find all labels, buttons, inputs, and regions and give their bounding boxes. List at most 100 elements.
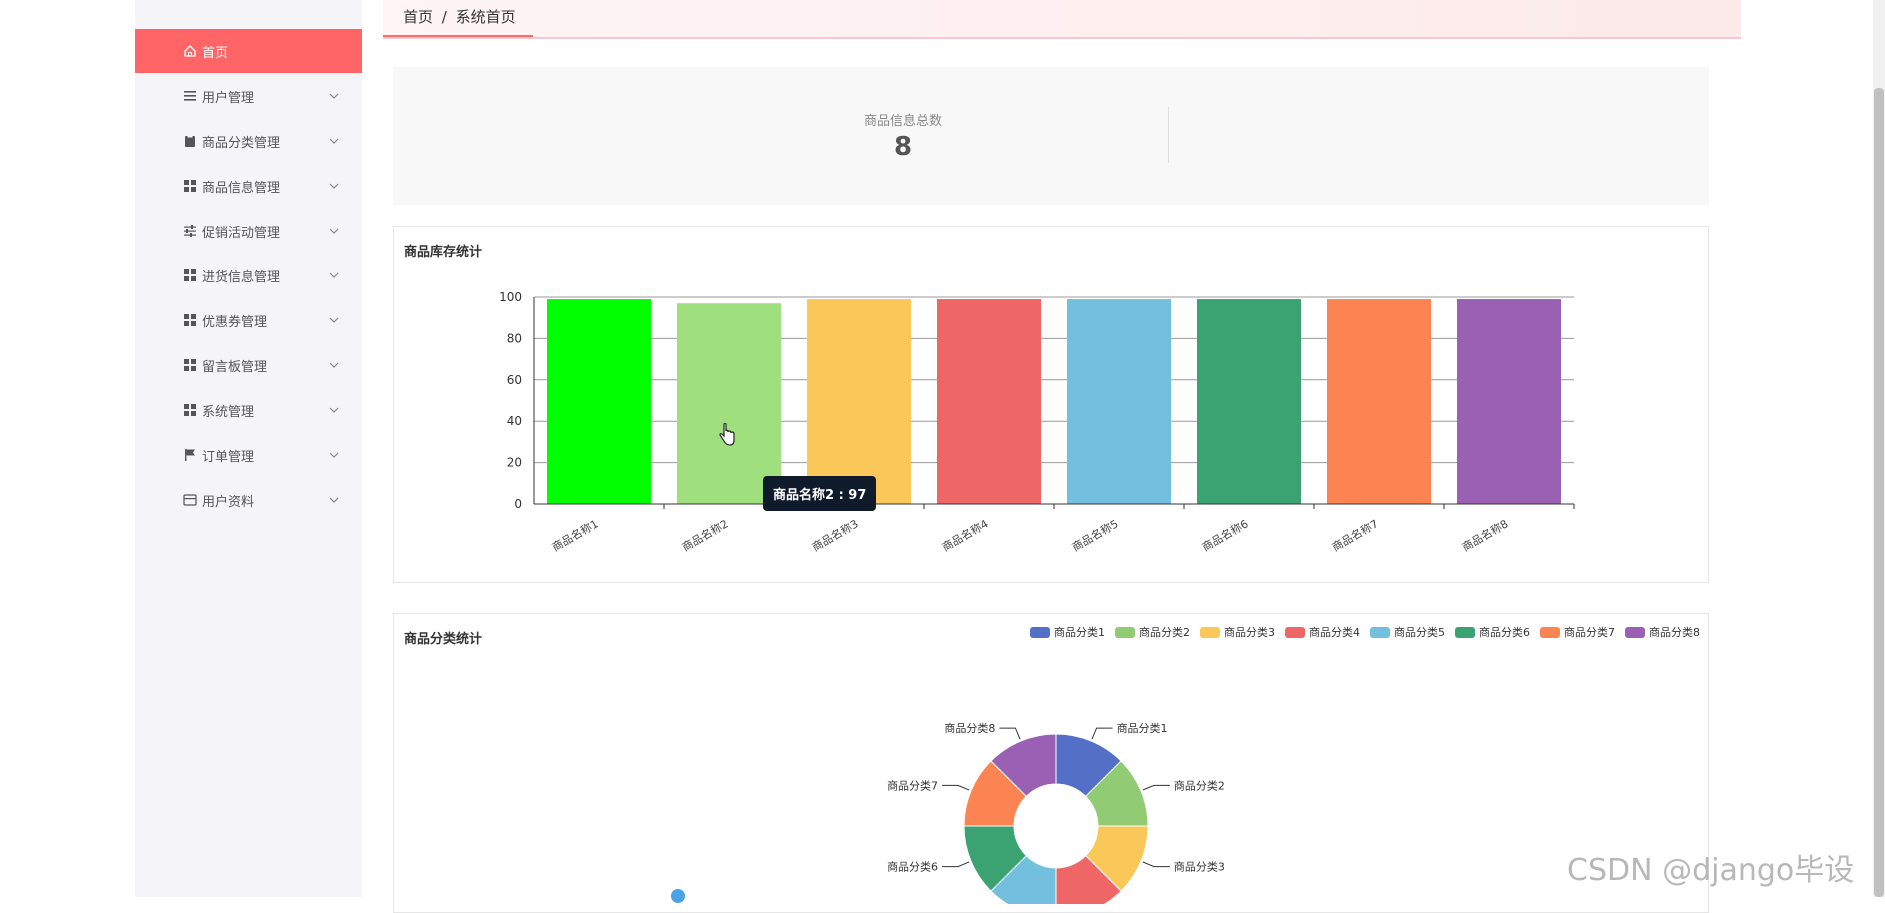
legend-label: 商品分类1 — [1054, 626, 1105, 639]
sidebar-item-10[interactable]: 用户资料 — [135, 478, 362, 522]
bar-chart-panel: 商品库存统计 0 20 40 60 80 100 商品名称1 商品名称2 商品名称3 商品名称4 商… — [393, 226, 1709, 583]
label-line — [1142, 784, 1170, 791]
sidebar-item-6[interactable]: 优惠券管理 — [135, 298, 362, 342]
breadcrumb-current: 系统首页 — [455, 8, 516, 26]
x-tick-label: 商品名称2 — [679, 516, 730, 554]
x-tick-label: 商品名称1 — [549, 516, 600, 554]
y-tick-label: 100 — [499, 290, 522, 304]
chevron-down-icon — [328, 180, 340, 192]
sidebar-item-label: 订单管理 — [202, 449, 255, 465]
clipboard-icon — [183, 134, 197, 148]
pie-label: 商品分类1 — [1117, 721, 1168, 735]
pie-label: 商品分类8 — [944, 721, 995, 735]
flag-icon — [183, 448, 197, 462]
sidebar-item-7[interactable]: 留言板管理 — [135, 343, 362, 387]
bar[interactable] — [1197, 299, 1301, 504]
y-tick-label: 60 — [507, 373, 522, 387]
pie-label: 商品分类7 — [887, 778, 938, 792]
legend-item[interactable]: 商品分类1 — [1030, 624, 1105, 640]
label-line — [1091, 727, 1113, 740]
grid-icon — [183, 403, 197, 417]
bar[interactable] — [937, 299, 1041, 504]
bar[interactable] — [547, 299, 651, 504]
sidebar-item-label: 用户资料 — [202, 494, 255, 510]
legend-swatch — [1625, 626, 1645, 638]
bar[interactable] — [807, 299, 911, 504]
sidebar-item-label: 促销活动管理 — [202, 225, 281, 241]
sidebar-item-label: 商品分类管理 — [202, 135, 281, 151]
bar[interactable] — [1457, 299, 1561, 504]
x-tick-label: 商品名称6 — [1199, 516, 1250, 554]
chevron-down-icon — [328, 494, 340, 506]
bar[interactable] — [677, 303, 781, 504]
pie-slice[interactable] — [990, 733, 1057, 798]
x-tick-label: 商品名称5 — [1069, 516, 1120, 554]
legend-item[interactable]: 商品分类2 — [1115, 624, 1190, 640]
legend-swatch — [1200, 626, 1220, 638]
legend-swatch — [1370, 626, 1390, 638]
pie-legend: 商品分类1 商品分类2 商品分类3 商品分类4 商品分类5 商品分类6 商品分类7 商品分类8 — [1030, 624, 1700, 640]
bar-chart: 0 20 40 60 80 100 商品名称1 商品名称2 商品名称3 商品名称4 商品名称5 商品名… — [499, 290, 1575, 554]
scrollbar-track[interactable] — [1873, 0, 1885, 897]
pie-label: 商品分类2 — [1174, 778, 1225, 792]
sidebar-item-label: 优惠券管理 — [202, 314, 268, 330]
stat-divider — [1168, 107, 1169, 163]
page-gutter — [0, 0, 135, 897]
bar-chart-title: 商品库存统计 — [404, 245, 483, 260]
bar[interactable] — [1067, 299, 1171, 504]
legend-item[interactable]: 商品分类7 — [1540, 624, 1615, 640]
sidebar-item-1[interactable]: 用户管理 — [135, 74, 362, 118]
legend-swatch — [1540, 626, 1560, 638]
pie-chart-title: 商品分类统计 — [404, 632, 483, 647]
label-line — [942, 784, 970, 791]
grid-icon — [183, 358, 197, 372]
legend-label: 商品分类8 — [1649, 626, 1700, 639]
legend-item[interactable]: 商品分类4 — [1285, 624, 1360, 640]
main-content: 首页 / 系统首页 商品信息总数 8 商品库存统计 0 20 40 60 80 100 商品… — [362, 0, 1741, 913]
sliders-icon — [183, 224, 197, 238]
legend-item[interactable]: 商品分类8 — [1625, 624, 1700, 640]
legend-label: 商品分类6 — [1479, 626, 1530, 639]
legend-label: 商品分类3 — [1224, 626, 1275, 639]
breadcrumb-bar: 首页 / 系统首页 — [383, 0, 1741, 39]
legend-item[interactable]: 商品分类5 — [1370, 624, 1445, 640]
stat-value: 8 — [893, 132, 913, 162]
legend-label: 商品分类2 — [1139, 626, 1190, 639]
bar[interactable] — [1327, 299, 1431, 504]
pie-label: 商品分类6 — [887, 860, 938, 874]
sidebar-item-0[interactable]: 首页 — [135, 29, 362, 73]
label-line — [942, 861, 970, 868]
sidebar-item-label: 用户管理 — [202, 90, 255, 106]
sidebar-item-9[interactable]: 订单管理 — [135, 433, 362, 477]
sidebar-item-2[interactable]: 商品分类管理 — [135, 119, 362, 163]
sidebar-item-3[interactable]: 商品信息管理 — [135, 164, 362, 208]
mouse-pointer-icon — [718, 422, 736, 451]
sidebar-item-5[interactable]: 进货信息管理 — [135, 253, 362, 297]
sidebar-item-8[interactable]: 系统管理 — [135, 388, 362, 432]
legend-swatch — [1115, 626, 1135, 638]
legend-swatch — [1455, 626, 1475, 638]
legend-item[interactable]: 商品分类3 — [1200, 624, 1275, 640]
chart-tooltip: 商品名称2 : 97 — [763, 476, 877, 511]
legend-item[interactable]: 商品分类6 — [1455, 624, 1530, 640]
label-line — [999, 727, 1021, 740]
breadcrumb-active-underline — [383, 35, 533, 37]
legend-label: 商品分类5 — [1394, 626, 1445, 639]
legend-swatch — [1030, 626, 1050, 638]
sidebar-item-label: 进货信息管理 — [202, 269, 281, 285]
x-tick-label: 商品名称7 — [1329, 516, 1380, 554]
sidebar-item-4[interactable]: 促销活动管理 — [135, 209, 362, 253]
home-icon — [183, 44, 197, 58]
chevron-down-icon — [328, 314, 340, 326]
chevron-down-icon — [328, 404, 340, 416]
breadcrumb-home[interactable]: 首页 — [403, 8, 434, 26]
scrollbar-thumb[interactable] — [1874, 88, 1884, 897]
sidebar: 首页用户管理商品分类管理 商品信息管理 促销活动管理 进货信息管理 优惠券管理留言板管理… — [135, 0, 362, 897]
chevron-down-icon — [328, 135, 340, 147]
breadcrumb-separator: / — [441, 8, 447, 26]
chevron-down-icon — [328, 449, 340, 461]
chevron-down-icon — [328, 359, 340, 371]
x-tick-label: 商品名称4 — [939, 516, 990, 554]
sidebar-item-label: 商品信息管理 — [202, 180, 281, 196]
